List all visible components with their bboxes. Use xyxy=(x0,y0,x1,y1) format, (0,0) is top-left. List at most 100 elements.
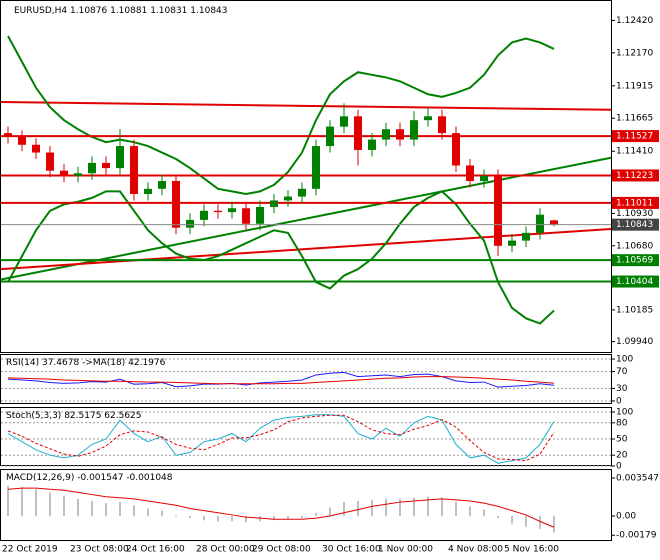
candle-body xyxy=(116,146,124,169)
x-tick-label: 1 Nov 00:00 xyxy=(378,545,433,555)
candle-body xyxy=(284,196,292,201)
histogram-bar xyxy=(357,500,359,517)
candle-body xyxy=(46,152,54,171)
histogram-bar xyxy=(63,495,65,517)
indicator-line xyxy=(7,371,555,388)
price-label: 1.10843 xyxy=(616,220,653,230)
chart-header: EURUSD,H4 1.10876 1.10881 1.10831 1.1084… xyxy=(14,6,228,16)
level-label: 1.10404 xyxy=(616,277,653,287)
y-tick-label: 0 xyxy=(616,462,622,472)
candle-body xyxy=(410,120,418,140)
ohlc-value: 1.10843 xyxy=(190,6,227,16)
main-panel xyxy=(0,0,612,353)
histogram-bar xyxy=(343,502,345,517)
histogram-bar xyxy=(525,516,527,527)
chart-title: EURUSD,H4 xyxy=(14,6,67,16)
macd-panel xyxy=(0,469,612,541)
series-last-value: 62.5625 xyxy=(104,411,141,421)
histogram-bar xyxy=(455,502,457,517)
histogram-bar xyxy=(469,506,471,517)
x-tick-label: 5 Nov 16:00 xyxy=(504,545,559,555)
y-tick-label: 1.09940 xyxy=(616,337,653,347)
y-tick-label: 1.11410 xyxy=(616,147,653,157)
series-last-value: 82.5175 xyxy=(64,411,101,421)
series-last-value: 42.1976 xyxy=(128,358,165,368)
ohlc-value: 1.10876 xyxy=(70,6,107,16)
histogram-bar xyxy=(287,516,289,520)
candle-body xyxy=(424,116,432,121)
y-tick-label: -0.00179 xyxy=(616,531,657,541)
histogram-bar xyxy=(511,516,513,524)
y-tick-label: 70 xyxy=(616,367,628,377)
histogram-bar xyxy=(161,510,163,517)
candle-body xyxy=(256,206,264,224)
x-tick-label: 4 Nov 08:00 xyxy=(448,545,503,555)
x-tick-label: 29 Oct 08:00 xyxy=(252,545,311,555)
level-label-box xyxy=(612,254,659,267)
series-last-value: -0.001547 xyxy=(77,473,123,483)
candle-body xyxy=(550,220,558,225)
indicator-line xyxy=(7,414,555,462)
rsi-panel xyxy=(0,354,612,404)
level-label-box xyxy=(612,275,659,288)
indicator-header: MACD(12,26,9) -0.001547 -0.001048 xyxy=(6,473,173,483)
trendline xyxy=(0,101,612,111)
y-tick-label: 1.12170 xyxy=(616,48,653,58)
histogram-bar xyxy=(91,500,93,517)
histogram-bar xyxy=(273,516,275,521)
y-tick-label: 1.10930 xyxy=(616,209,653,219)
candle-body xyxy=(130,146,138,194)
candle-body xyxy=(396,129,404,140)
candle-body xyxy=(102,162,110,169)
histogram-bar xyxy=(413,497,415,517)
ohlc-value: 1.10881 xyxy=(110,6,147,16)
candle-body xyxy=(480,175,488,182)
candle-body xyxy=(60,170,68,176)
x-tick-label: 23 Oct 08:00 xyxy=(70,545,129,555)
indicator-header: Stoch(5,3,3) 82.5175 62.5625 xyxy=(6,411,142,421)
histogram-bar xyxy=(553,516,555,533)
trendline xyxy=(0,227,612,271)
candle-body xyxy=(74,173,82,176)
candle-body xyxy=(340,116,348,127)
level-label: 1.11223 xyxy=(616,171,653,181)
series-last-value: 37.4678 xyxy=(42,358,79,368)
histogram-bar xyxy=(105,503,107,517)
candle-body xyxy=(228,208,236,213)
histogram-bar xyxy=(217,516,219,522)
histogram-bar xyxy=(329,507,331,517)
y-tick-label: 0.003547 xyxy=(616,473,659,483)
level-label-box xyxy=(612,196,659,209)
series-name: ->MA(18) xyxy=(82,358,125,368)
histogram-bar xyxy=(483,509,485,517)
level-label-box xyxy=(612,130,659,143)
histogram-bar xyxy=(7,485,9,517)
candle-body xyxy=(4,133,12,137)
candle-body xyxy=(438,116,446,134)
y-tick-label: 30 xyxy=(616,384,628,394)
level-label: 1.11011 xyxy=(616,198,653,208)
x-tick-label: 22 Oct 2019 xyxy=(2,545,58,555)
candle-body xyxy=(368,139,376,150)
histogram-bar xyxy=(399,498,401,517)
histogram-bar xyxy=(119,502,121,517)
x-tick-label: 28 Oct 00:00 xyxy=(196,545,255,555)
histogram-bar xyxy=(77,498,79,517)
y-tick-label: 100 xyxy=(616,407,633,417)
candle-body xyxy=(382,129,390,140)
ohlc-value: 1.10831 xyxy=(150,6,187,16)
histogram-bar xyxy=(21,487,23,517)
histogram-bar xyxy=(497,516,499,519)
y-tick-label: 1.10185 xyxy=(616,305,653,315)
candle-body xyxy=(508,240,516,246)
indicator-line xyxy=(7,487,555,528)
candle-body xyxy=(452,133,460,166)
candle-body xyxy=(494,175,502,246)
candle-body xyxy=(242,208,250,224)
histogram-bar xyxy=(427,496,429,517)
y-tick-label: 1.11915 xyxy=(616,81,653,91)
histogram-bar xyxy=(371,499,373,517)
indicator-line xyxy=(7,414,555,464)
candle-body xyxy=(312,146,320,189)
indicator-title: MACD(12,26,9) xyxy=(6,473,74,483)
